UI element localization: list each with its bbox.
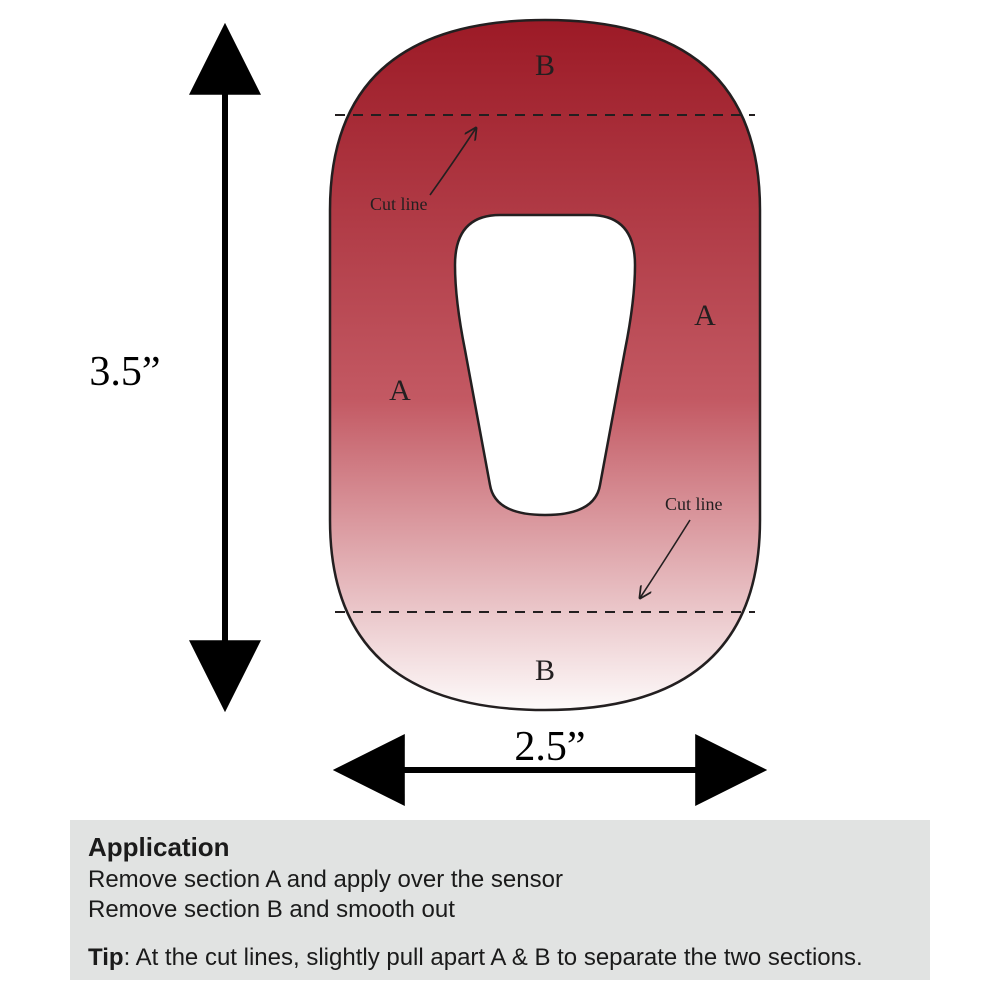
dim-label-width: 2.5” [514,724,585,770]
patch-shape [330,20,760,710]
tip-label: Tip [88,944,124,971]
dim-label-height: 3.5” [89,349,160,395]
instructions-line-2: Remove section B and smooth out [88,895,912,925]
diagram-svg: B B A A Cut line Cut line 3.5” 2.5” [0,0,1000,820]
tip-text: : At the cut lines, slightly pull apart … [124,944,863,971]
label-cutline-top: Cut line [370,194,428,214]
label-b-top: B [535,49,555,82]
instructions-panel: Application Remove section A and apply o… [70,820,930,980]
label-a-right: A [694,299,716,332]
label-b-bottom: B [535,654,555,687]
label-a-left: A [389,374,411,407]
instructions-line-1: Remove section A and apply over the sens… [88,865,912,895]
instructions-heading: Application [88,832,912,863]
instructions-tip: Tip: At the cut lines, slightly pull apa… [88,943,912,973]
label-cutline-bottom: Cut line [665,494,723,514]
